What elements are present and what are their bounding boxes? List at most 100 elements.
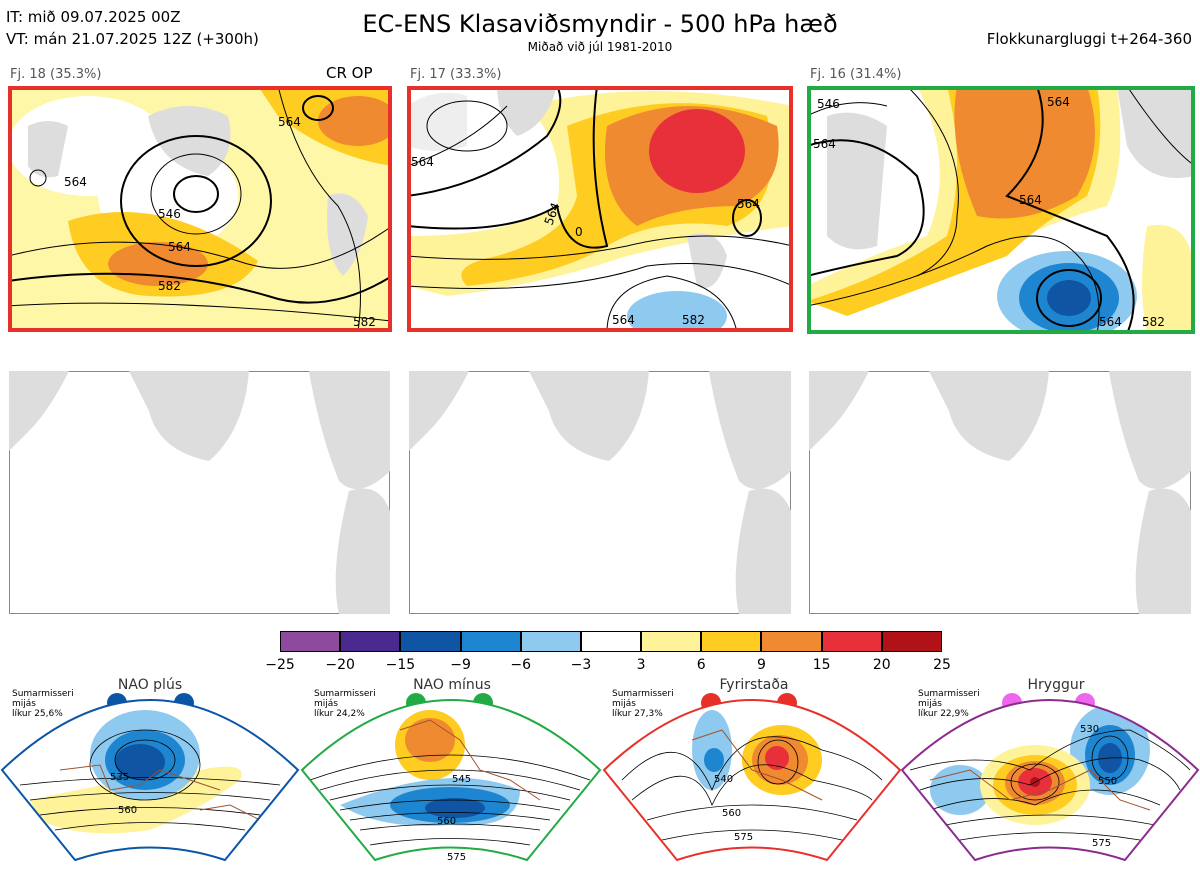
empty-map-3 [809, 371, 1191, 614]
colorbar-tick-label: −25 [265, 657, 295, 673]
regime-1-probability: líkur 25,6% [12, 709, 63, 719]
cluster-2-contour-label-4: 0 [575, 225, 583, 239]
colorbar-tick-label: 3 [636, 657, 646, 673]
cluster-3-label: Fj. 16 (31.4%) [810, 67, 902, 82]
colorbar-tick-label: −6 [510, 657, 532, 673]
cluster-2-frame [407, 86, 793, 332]
empty-map-1 [9, 371, 390, 614]
regime-2-title: NAO mínus [413, 677, 491, 693]
cluster-1-land-greenland [148, 106, 231, 176]
cluster-2-land-canada [407, 92, 467, 151]
colorbar-swatch [641, 631, 702, 652]
cluster-2-land-europe [687, 233, 727, 288]
regime-3-contour-label-2: 560 [722, 808, 741, 819]
cluster-2-contour-label-6: 564 [612, 313, 635, 327]
cluster-3-contour-label-1: 546 [817, 97, 840, 111]
colorbar-swatch [761, 631, 822, 652]
cluster-1-land-europe [327, 193, 368, 276]
cluster-1-contours [8, 86, 392, 332]
colorbar-tick-label: −3 [570, 657, 592, 673]
cluster-1-label: Fj. 18 (35.3%) [10, 67, 102, 82]
cluster-3-contour-label-6: 582 [1142, 315, 1165, 329]
regime-1-map: 535 560 [0, 699, 300, 862]
cluster-2-label: Fj. 17 (33.3%) [410, 67, 502, 82]
cluster-3-land-greenland [827, 112, 887, 250]
colorbar-swatch [460, 631, 521, 652]
cluster-2-land-greenland [497, 86, 557, 136]
valid-time: VT: mán 21.07.2025 12Z (+300h) [6, 30, 259, 48]
cluster-1-contour-label-4: 564 [278, 115, 301, 129]
regime-2-contour-label-2: 560 [437, 816, 456, 827]
cluster-2-map: 564 564 564 0 582 564 [407, 86, 793, 332]
regime-3-map: 540 560 575 [602, 699, 902, 862]
colorbar-tick-label: 25 [933, 657, 951, 673]
empty-map-2 [409, 371, 791, 614]
cluster-2-contours [407, 86, 793, 332]
cluster-3-contour-label-3: 564 [1019, 193, 1042, 207]
regime-4-probability: líkur 22,9% [918, 709, 969, 719]
colorbar-tick-label: 20 [872, 657, 891, 673]
regime-3-contour-label-3: 575 [734, 832, 753, 843]
cluster-2-max-positive [649, 109, 745, 193]
cluster-3-land-scandinavia [1117, 86, 1195, 178]
regime-3-smoothing: mijás [612, 699, 636, 709]
colorbar-swatch [520, 631, 581, 652]
regime-1-contour-label-2: 560 [118, 805, 137, 816]
cluster-2-negative-area [627, 291, 727, 332]
regime-4-contour-label-2: 550 [1098, 776, 1117, 787]
regime-3-title: Fyrirstaða [719, 677, 789, 693]
regime-2-season: Sumarmisseri [314, 689, 376, 699]
cluster-1-tag: CR OP [326, 64, 373, 82]
colorbar-tick-label: 6 [696, 657, 706, 673]
regime-2-info: Sumarmisseri mijás líkur 24,2% [314, 689, 376, 719]
cluster-3-map: 546 564 564 564 564 582 [807, 86, 1195, 334]
cluster-1-contour-label-3: 582 [158, 279, 181, 293]
cluster-3-contours [807, 86, 1195, 334]
regime-4-season: Sumarmisseri [918, 689, 980, 699]
regime-4-contour-label-1: 530 [1080, 724, 1099, 735]
colorbar-swatch [580, 631, 642, 652]
cluster-3-light-positive-east [1142, 224, 1195, 334]
regime-1-info: Sumarmisseri mijás líkur 25,6% [12, 689, 74, 719]
cluster-3-negative-core [1047, 280, 1091, 316]
colorbar-swatch [400, 631, 461, 652]
run-info: IT: mið 09.07.2025 00Z VT: mán 21.07.202… [6, 6, 259, 50]
regime-4-info: Sumarmisseri mijás líkur 22,9% [918, 689, 980, 719]
cluster-2-contour-label-2: 564 [737, 197, 760, 211]
regime-3-probability: líkur 27,3% [612, 709, 663, 719]
colorbar-tick-label: 15 [812, 657, 831, 673]
cluster-1-contour-label-6: 582 [353, 315, 376, 329]
cluster-1-contour-label-5: 564 [64, 175, 87, 189]
colorbar-tick-label: −20 [325, 657, 355, 673]
regime-1-title: NAO plús [117, 677, 183, 693]
regime-2-contour-label-1: 545 [452, 774, 471, 785]
cluster-2-contour-label-5: 582 [682, 313, 705, 327]
page-title: EC-ENS Klasaviðsmyndir - 500 hPa hæð [362, 10, 838, 38]
cluster-1-land-canada [28, 121, 68, 178]
cluster-1-map: 546 564 582 564 564 582 [8, 86, 392, 332]
cluster-1-contour-label-2: 564 [168, 240, 191, 254]
regime-3-season: Sumarmisseri [612, 689, 674, 699]
regime-4-title: Hryggur [1027, 677, 1085, 693]
regime-3-contour-label-1: 540 [714, 774, 733, 785]
cluster-1-frame [8, 86, 392, 332]
cluster-2-contour-label-3: 564 [411, 155, 434, 169]
regime-4-contour-label-3: 575 [1092, 838, 1111, 849]
colorbar-swatch [881, 631, 942, 652]
colorbar-swatch [701, 631, 762, 652]
regime-2-smoothing: mijás [314, 699, 338, 709]
colorbar-tick-label: −15 [385, 657, 416, 673]
colorbar-swatch [821, 631, 882, 652]
cluster-3-contour-label-4: 564 [813, 137, 836, 151]
cluster-1-strong-positive-ne [318, 96, 392, 146]
regime-2-contour-label-3: 575 [447, 852, 466, 863]
regime-2-probability: líkur 24,2% [314, 709, 365, 719]
regime-2-map: 545 560 575 [300, 699, 602, 863]
cluster-3-strong-positive [954, 86, 1095, 219]
cluster-3-contour-label-2: 564 [1047, 95, 1070, 109]
initial-time: IT: mið 09.07.2025 00Z [6, 8, 181, 26]
classification-window: Flokkunargluggi t+264-360 [986, 30, 1192, 48]
regime-4-map: 530 550 575 [900, 699, 1200, 862]
regime-3-info: Sumarmisseri mijás líkur 27,3% [612, 689, 674, 719]
colorbar-swatch [340, 631, 401, 652]
